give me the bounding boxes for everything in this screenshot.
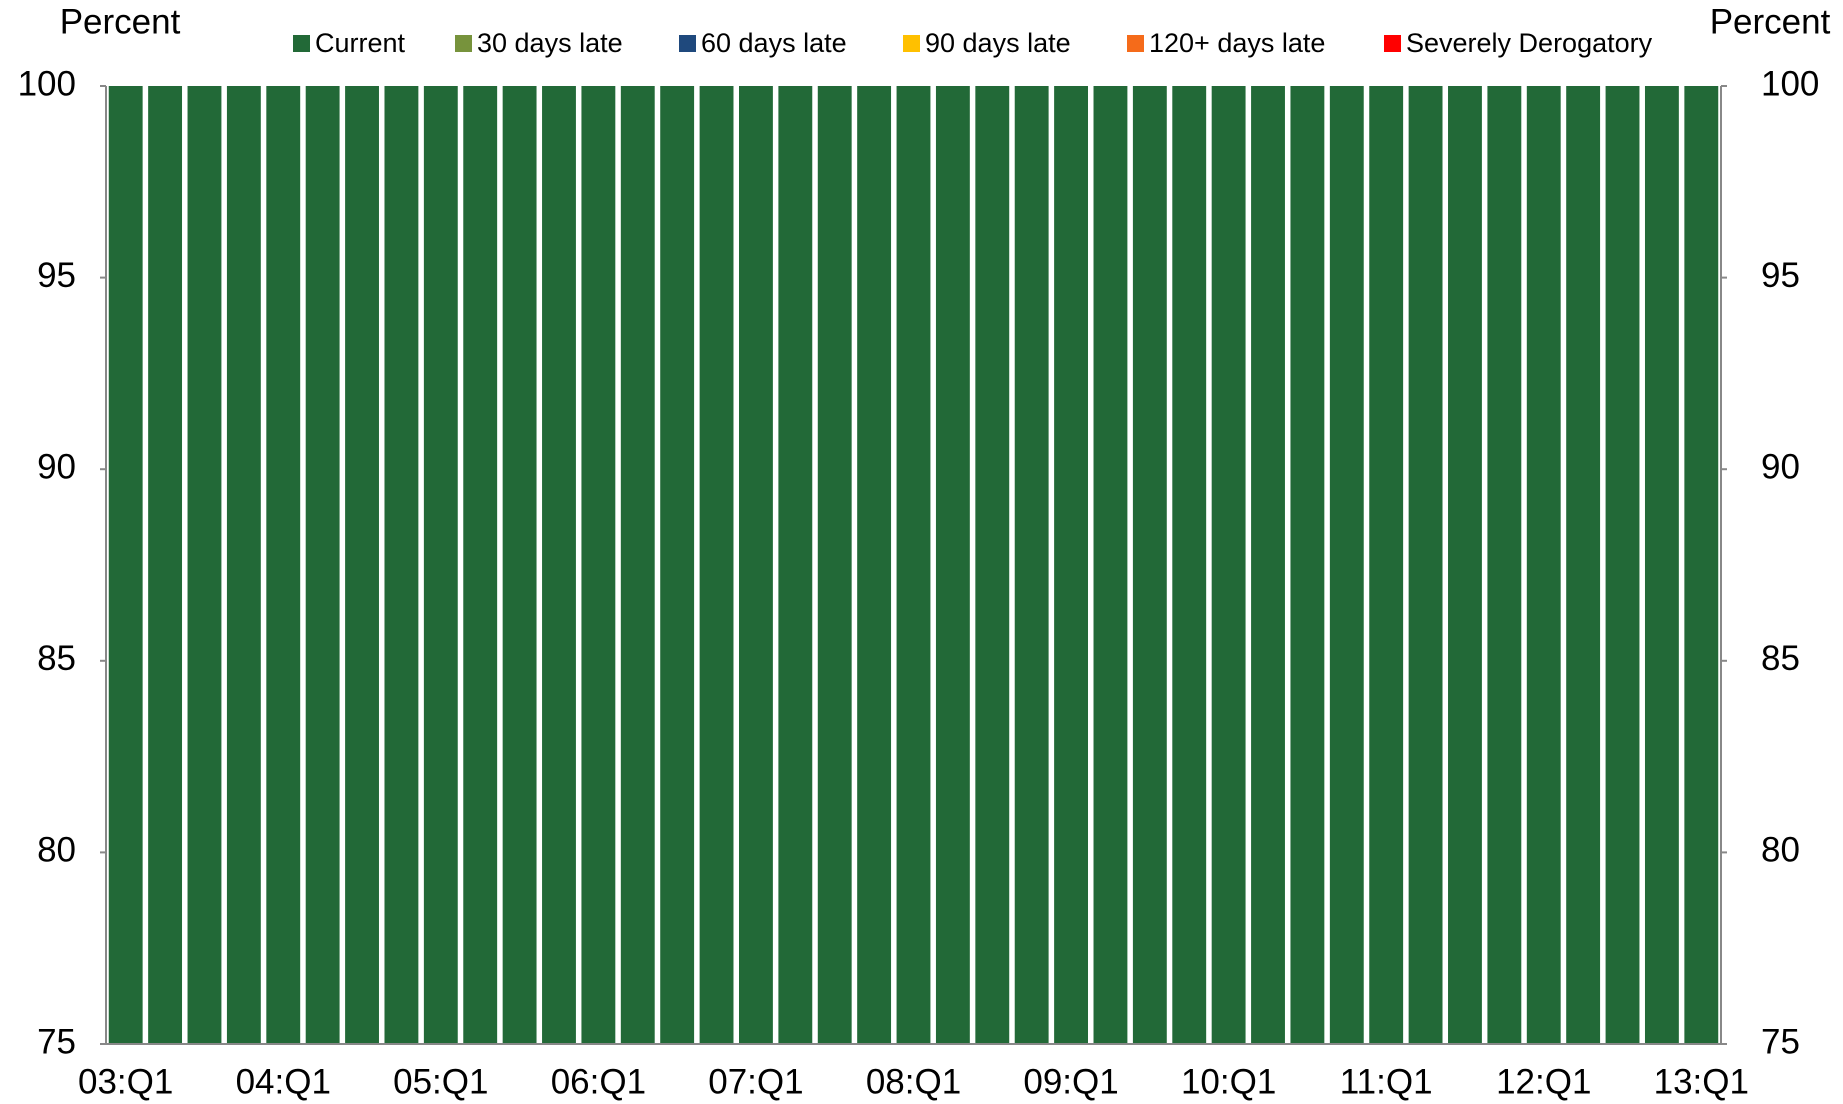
y-tick-label: 80 xyxy=(37,831,76,870)
bar-segment xyxy=(1172,86,1207,1044)
bar-segment xyxy=(1369,86,1404,1044)
x-tick-label: 08:Q1 xyxy=(866,1062,961,1101)
bars xyxy=(108,86,1719,1044)
bar-segment xyxy=(817,86,852,1044)
bar-segment xyxy=(345,86,379,1044)
bar-segment xyxy=(1251,86,1285,1044)
y-tick-label: 75 xyxy=(37,1022,76,1061)
bar-segment xyxy=(1290,86,1325,1044)
legend-label: 60 days late xyxy=(701,28,847,58)
bar-segment xyxy=(975,86,1010,1044)
bar-segment xyxy=(1211,86,1246,1044)
bar-segment xyxy=(1408,86,1443,1044)
legend-swatch xyxy=(1384,35,1401,52)
legend-label: Severely Derogatory xyxy=(1406,28,1653,58)
y2-tick-label: 100 xyxy=(1761,64,1819,103)
x-tick-label: 05:Q1 xyxy=(393,1062,488,1101)
bar-segment xyxy=(1132,86,1167,1044)
legend-swatch xyxy=(903,35,920,52)
y2-tick-label: 80 xyxy=(1761,831,1800,870)
legend-label: 120+ days late xyxy=(1149,28,1325,58)
y-tick-label: 90 xyxy=(37,447,76,486)
bar-segment xyxy=(1526,86,1561,1044)
y-axis-label: Percent xyxy=(60,2,181,41)
x-tick-label: 09:Q1 xyxy=(1023,1062,1118,1101)
legend-label: Current xyxy=(315,28,406,58)
y-tick-label: 95 xyxy=(37,256,76,295)
bar-segment xyxy=(660,86,695,1044)
x-tick-label: 04:Q1 xyxy=(236,1062,331,1101)
bar-segment xyxy=(1093,86,1128,1044)
bar-segment xyxy=(266,86,301,1044)
bar-segment xyxy=(1487,86,1522,1044)
x-tick-label: 06:Q1 xyxy=(551,1062,646,1101)
y2-tick-label: 85 xyxy=(1761,639,1800,678)
bar-segment xyxy=(896,86,931,1044)
bar-segment xyxy=(108,86,143,1044)
legend-swatch xyxy=(455,35,472,52)
bar-segment xyxy=(502,86,537,1044)
y-tick-label: 85 xyxy=(37,639,76,678)
legend-swatch xyxy=(293,35,310,52)
bar-segment xyxy=(423,86,458,1044)
bar-segment xyxy=(1566,86,1601,1044)
x-tick-label: 12:Q1 xyxy=(1496,1062,1591,1101)
bar-segment xyxy=(1684,86,1719,1044)
y2-tick-label: 75 xyxy=(1761,1022,1800,1061)
x-tick-label: 03:Q1 xyxy=(78,1062,173,1101)
bar-segment xyxy=(1054,86,1088,1044)
bar-segment xyxy=(581,86,616,1044)
bar-segment xyxy=(384,86,419,1044)
bar-segment xyxy=(148,86,183,1044)
legend-label: 90 days late xyxy=(925,28,1071,58)
x-tick-label: 07:Q1 xyxy=(708,1062,803,1101)
bar-segment xyxy=(620,86,655,1044)
y2-axis-label: Percent xyxy=(1710,2,1831,41)
y-tick-label: 100 xyxy=(18,64,76,103)
legend-swatch xyxy=(679,35,696,52)
bar-segment xyxy=(187,86,222,1044)
bar-segment xyxy=(542,86,576,1044)
y2-tick-label: 95 xyxy=(1761,256,1800,295)
y2-tick-label: 90 xyxy=(1761,447,1800,486)
x-tick-label: 13:Q1 xyxy=(1654,1062,1749,1101)
bar-segment xyxy=(1329,86,1364,1044)
bar-segment xyxy=(935,86,970,1044)
bar-segment xyxy=(463,86,498,1044)
legend-swatch xyxy=(1127,35,1144,52)
x-tick-label: 11:Q1 xyxy=(1340,1062,1433,1101)
bar-segment xyxy=(739,86,773,1044)
bar-segment xyxy=(699,86,734,1044)
bar-segment xyxy=(1448,86,1482,1044)
bar-segment xyxy=(778,86,813,1044)
x-tick-label: 10:Q1 xyxy=(1181,1062,1276,1101)
bar-segment xyxy=(1605,86,1640,1044)
bar-segment xyxy=(857,86,892,1044)
bar-segment xyxy=(226,86,261,1044)
bar-segment xyxy=(305,86,340,1044)
bar-segment xyxy=(1644,86,1679,1044)
legend-label: 30 days late xyxy=(477,28,623,58)
bar-segment xyxy=(1014,86,1049,1044)
